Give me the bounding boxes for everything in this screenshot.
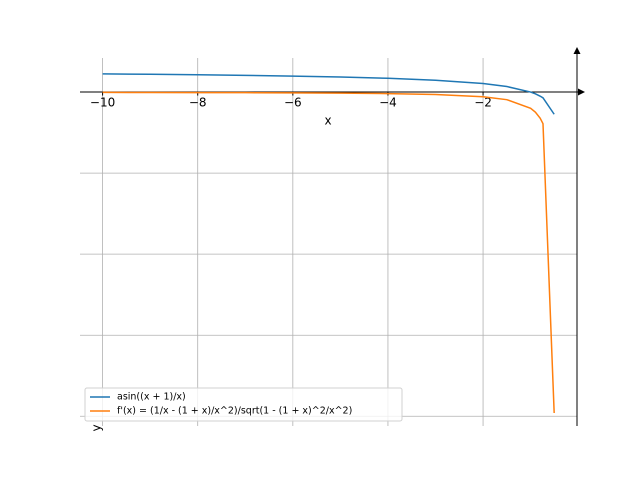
legend-label: asin((x + 1)/x) (117, 392, 186, 403)
y-axis-label: y (90, 424, 104, 431)
y-axis-arrow (573, 47, 581, 54)
series-line (102, 73, 555, 115)
x-tick-label: −8 (189, 96, 207, 110)
x-axis-label: x (324, 114, 331, 128)
legend-label: f'(x) = (1/x - (1 + x)/x^2)/sqrt(1 - (1 … (117, 406, 352, 417)
x-tick-label: −6 (284, 96, 302, 110)
x-tick-label: −10 (90, 96, 115, 110)
series-line (102, 91, 555, 414)
legend-box (84, 387, 403, 422)
x-tick-label: −2 (474, 96, 492, 110)
x-axis-arrow (578, 88, 585, 96)
x-tick-label: −4 (379, 96, 397, 110)
